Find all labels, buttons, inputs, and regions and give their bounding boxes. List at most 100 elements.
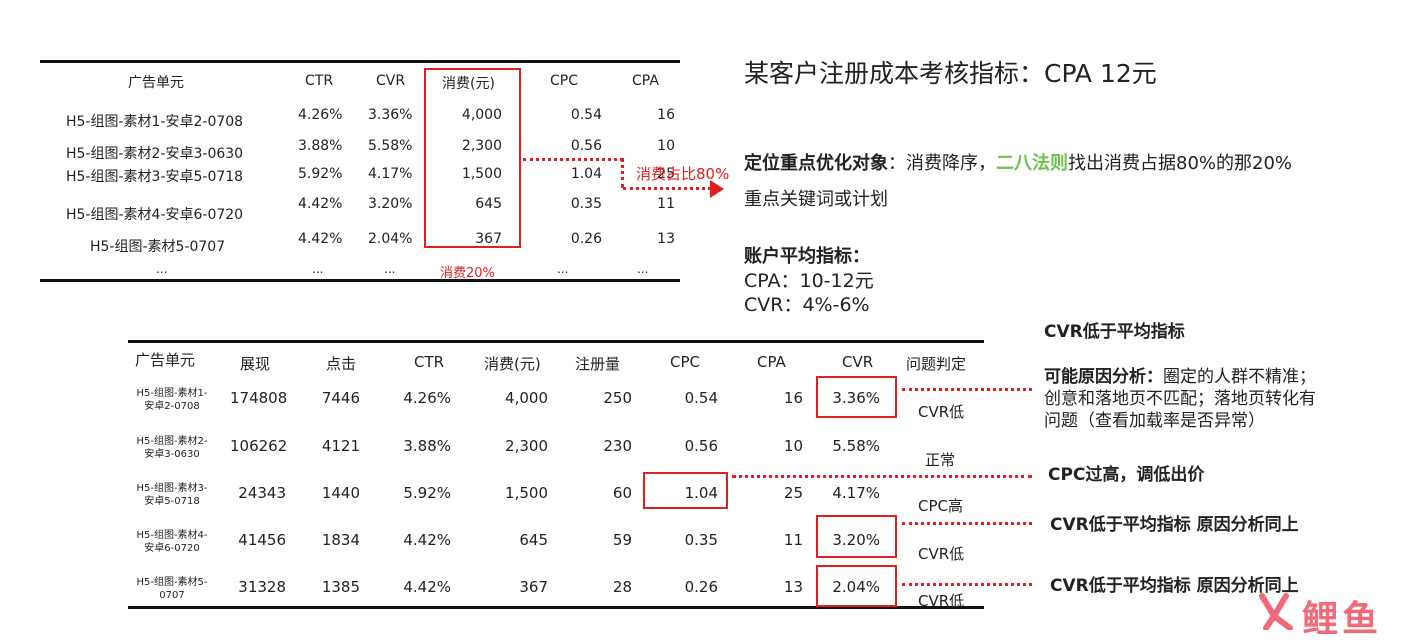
table2-row1-judgement: CVR低 bbox=[918, 403, 965, 421]
note-reason-line3: 问题（查看加载率是否异常） bbox=[1044, 411, 1265, 431]
table2-row4-registrations: 59 bbox=[612, 531, 632, 549]
avg-cvr: CVR：4%-6% bbox=[744, 294, 870, 316]
cvr-box-row5 bbox=[816, 565, 897, 607]
table2-row4-ctr: 4.42% bbox=[403, 531, 451, 549]
table1-ellipsis-cvr: ... bbox=[384, 262, 396, 276]
table1-row4-ctr: 4.42% bbox=[298, 196, 343, 212]
table2-row4-unit-line1: H5-组图-素材4- bbox=[136, 530, 208, 541]
table2-row1-ctr: 4.26% bbox=[403, 389, 451, 407]
focus-line-1: 定位重点优化对象：消费降序，二八法则找出消费占据80%的那20% bbox=[744, 152, 1292, 176]
table1-row5-ctr: 4.42% bbox=[298, 231, 343, 247]
table1-row1-ctr: 4.26% bbox=[298, 107, 343, 123]
table1-row4-cpa: 11 bbox=[657, 196, 675, 212]
table1-header-unit: 广告单元 bbox=[128, 75, 184, 91]
table2-row4-clicks: 1834 bbox=[321, 531, 360, 549]
note-cvr-low-title: CVR低于平均指标 bbox=[1044, 322, 1185, 342]
table2-row2-ctr: 3.88% bbox=[403, 437, 451, 455]
focus-text-2: 找出消费占据80%的那20% bbox=[1068, 153, 1293, 174]
table2-header-spend: 消费(元) bbox=[484, 355, 541, 373]
table1-row1-cpc: 0.54 bbox=[570, 107, 602, 123]
table2-row3-unit-line1: H5-组图-素材3- bbox=[136, 483, 208, 494]
table1-header-cpc: CPC bbox=[550, 73, 578, 89]
table2-row3-cpc: 1.04 bbox=[684, 484, 718, 502]
table2-row2-impressions: 106262 bbox=[230, 437, 288, 455]
table2-row1-cvr: 3.36% bbox=[832, 389, 880, 407]
table1-row3-ctr: 5.92% bbox=[298, 166, 343, 182]
table1-row2-cpc: 0.56 bbox=[570, 138, 602, 154]
table1-row3-cpc: 1.04 bbox=[570, 166, 602, 182]
table1-row3-cvr: 4.17% bbox=[368, 166, 413, 182]
leader-row1 bbox=[902, 388, 1032, 391]
table2-row3-unit: H5-组图-素材3- 安卓5-0718 bbox=[128, 482, 216, 508]
table1-row2-ctr: 3.88% bbox=[298, 138, 343, 154]
table2-row4-cvr: 3.20% bbox=[832, 531, 880, 549]
table2-row1-cpc: 0.54 bbox=[684, 389, 718, 407]
table2-row3-unit-line2: 安卓5-0718 bbox=[144, 496, 200, 507]
table1-header-ctr: CTR bbox=[305, 73, 334, 89]
focus-label: 定位重点优化对象 bbox=[744, 153, 888, 174]
table2-row3-cvr: 4.17% bbox=[832, 484, 880, 502]
table2-row3-registrations: 60 bbox=[612, 484, 632, 502]
table1-row3-unit: H5-组图-素材3-安卓5-0718 bbox=[66, 169, 244, 185]
table2-row1-unit: H5-组图-素材1- 安卓2-0708 bbox=[128, 387, 216, 413]
table2-row3-judgement: CPC高 bbox=[918, 497, 963, 515]
table2-row2-cpa: 10 bbox=[783, 437, 803, 455]
spend-callout-arrow-icon bbox=[710, 180, 724, 198]
table2-row4-unit: H5-组图-素材4- 安卓6-0720 bbox=[128, 529, 216, 555]
table1-header-cpa: CPA bbox=[632, 73, 659, 89]
table1-row5-cpc: 0.26 bbox=[570, 231, 602, 247]
table1-row5-spend: 367 bbox=[475, 231, 502, 247]
table1-ellipsis-unit: ... bbox=[156, 262, 168, 276]
table1-row2-cpa: 10 bbox=[657, 138, 675, 154]
table2-row5-cvr: 2.04% bbox=[832, 578, 880, 596]
note-reason-text-1: 圈定的人群不精准； bbox=[1163, 367, 1316, 387]
note-cvr-same-1: CVR低于平均指标 原因分析同上 bbox=[1050, 515, 1299, 535]
table2-row3-impressions: 24343 bbox=[238, 484, 286, 502]
table2-row4-unit-line2: 安卓6-0720 bbox=[144, 543, 200, 554]
table1-ellipsis-ctr: ... bbox=[312, 262, 324, 276]
table1-row3-cpa: 25 bbox=[657, 166, 675, 182]
table1-row5-unit: H5-组图-素材5-0707 bbox=[90, 239, 226, 255]
table2-row1-cpa: 16 bbox=[783, 389, 803, 407]
table1-row1-cpa: 16 bbox=[657, 107, 675, 123]
table2-header-judgement: 问题判定 bbox=[906, 355, 967, 373]
table2-bottom-rule bbox=[128, 606, 984, 609]
table1-row2-unit: H5-组图-素材2-安卓3-0630 bbox=[66, 146, 244, 162]
cpc-box-row3 bbox=[643, 472, 728, 509]
table2-row5-unit-line1: H5-组图-素材5- bbox=[136, 577, 208, 588]
table1-row2-cvr: 5.58% bbox=[368, 138, 413, 154]
leader-row5 bbox=[902, 583, 1032, 586]
table2-row2-registrations: 230 bbox=[603, 437, 632, 455]
table1-bottom-rule bbox=[40, 279, 680, 282]
table2-header-unit: 广告单元 bbox=[135, 351, 196, 369]
table1-header-cvr: CVR bbox=[376, 73, 406, 89]
table2-row5-spend: 367 bbox=[519, 578, 548, 596]
watermark-logo: 鲤鱼 bbox=[1256, 588, 1406, 640]
page-title: 某客户注册成本考核指标：CPA 12元 bbox=[744, 59, 1157, 88]
table1-ellipsis-cpc: ... bbox=[557, 262, 569, 276]
table1-row5-cpa: 13 bbox=[657, 231, 675, 247]
table2-row5-judgement: CVR低 bbox=[918, 592, 965, 610]
avg-metrics-title: 账户平均指标： bbox=[744, 246, 870, 267]
table2-row2-unit: H5-组图-素材2- 安卓3-0630 bbox=[128, 435, 216, 461]
table1-row1-unit: H5-组图-素材1-安卓2-0708 bbox=[66, 114, 244, 130]
table2-row2-clicks: 4121 bbox=[321, 437, 360, 455]
table2-row4-cpa: 11 bbox=[783, 531, 803, 549]
table1-row1-cvr: 3.36% bbox=[368, 107, 413, 123]
table2-row2-unit-line2: 安卓3-0630 bbox=[144, 449, 200, 460]
table2-row2-spend: 2,300 bbox=[505, 437, 548, 455]
table2-row1-clicks: 7446 bbox=[321, 389, 360, 407]
table2-row3-ctr: 5.92% bbox=[403, 484, 451, 502]
table1-row3-spend: 1,500 bbox=[461, 166, 502, 182]
table2-row2-cpc: 0.56 bbox=[684, 437, 718, 455]
table2-row5-unit: H5-组图-素材5- 0707 bbox=[128, 576, 216, 602]
note-reason-line2: 创意和落地页不匹配；落地页转化有 bbox=[1044, 389, 1316, 409]
table2-row1-spend: 4,000 bbox=[505, 389, 548, 407]
table2-row5-registrations: 28 bbox=[612, 578, 632, 596]
spend-callout-line-vertical bbox=[621, 158, 624, 188]
table2-header-cpa: CPA bbox=[757, 353, 786, 371]
spend-callout-line-bottom bbox=[623, 187, 711, 190]
table2-header-cpc: CPC bbox=[670, 353, 700, 371]
table2-top-rule bbox=[128, 340, 984, 343]
table1-header-spend: 消费(元) bbox=[442, 76, 495, 92]
